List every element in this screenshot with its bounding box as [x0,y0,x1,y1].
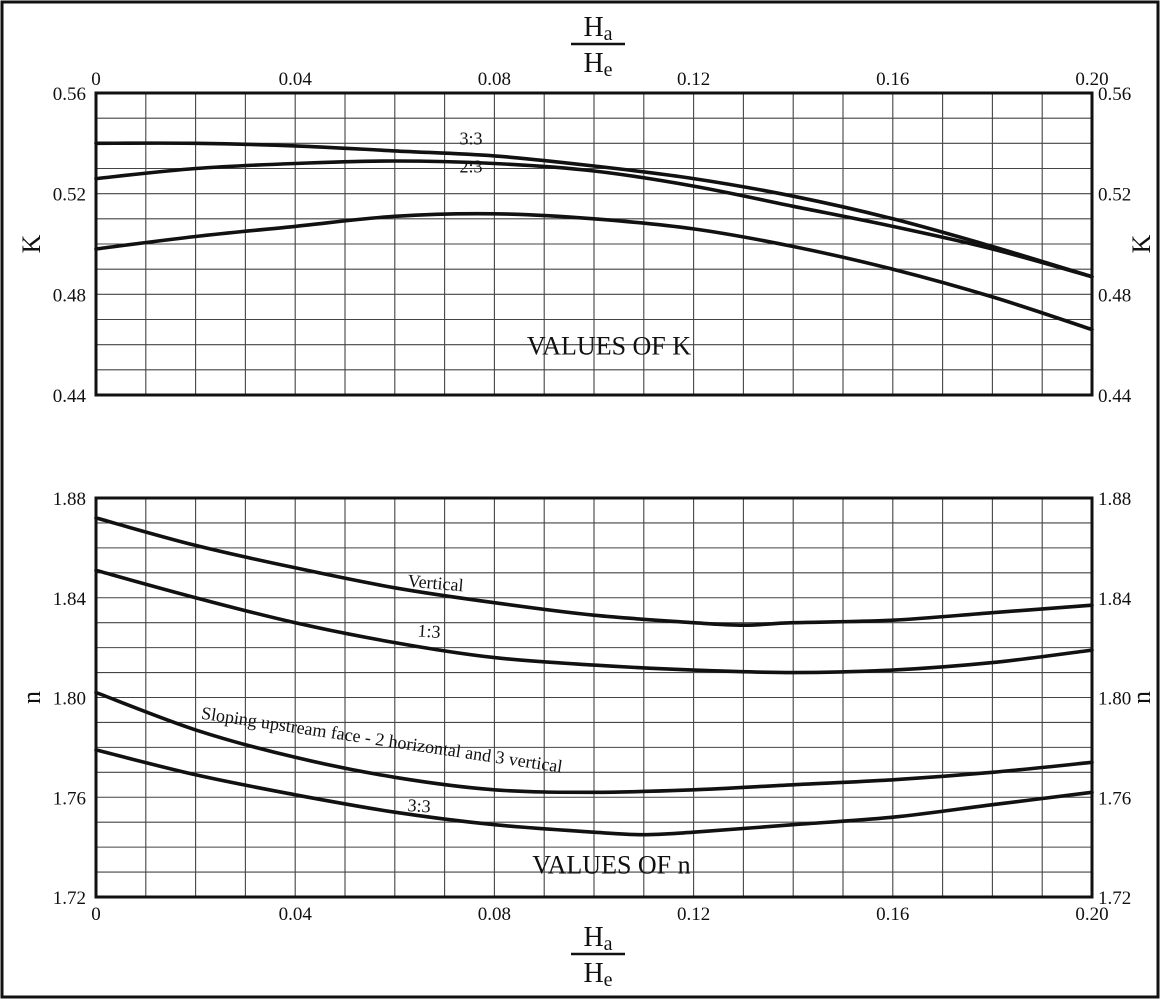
n-x-tick-label: 0.16 [876,904,909,925]
k-y-tick-label-left: 0.56 [53,84,86,105]
k-chart-grid [96,93,1092,395]
k-chart-x-axis-label: Ha He [571,12,625,81]
k-y-tick-label-left: 0.48 [53,285,86,306]
n-y-tick-label-left: 1.84 [53,589,87,610]
k-x-tick-label: 0 [91,69,101,90]
k-series-line-3 [94,211,1094,332]
k-chart-y-tick-labels-right: 0.44 0.48 0.52 0.56 [1098,84,1132,407]
n-y-tick-label-left: 1.88 [53,489,86,510]
n-chart-y-tick-labels-right: 1.72 1.76 1.80 1.84 1.88 [1098,489,1132,909]
n-x-label-numerator: Ha [583,922,612,955]
k-x-num-main: H [583,12,603,43]
k-chart: 0 0.04 0.08 0.12 0.16 0.20 0.44 0.48 0.52 0.56 0… [17,12,1156,407]
k-y-tick-label-left: 0.52 [53,185,86,206]
k-y-tick-label-right: 0.44 [1098,386,1132,407]
n-x-label-denominator: He [583,958,612,991]
n-y-tick-label-right: 1.88 [1098,489,1131,510]
n-y-tick-label-left: 1.80 [53,689,86,710]
k-x-tick-label: 0.04 [279,69,313,90]
k-y-tick-label-right: 0.48 [1098,285,1131,306]
n-series-line-3 [94,690,1094,795]
k-chart-series [94,141,1094,332]
n-x-tick-label: 0 [91,904,101,925]
k-series-label-3-3: 3:3 [460,129,483,149]
k-series-line-2 [94,159,1094,279]
k-chart-frame [94,91,1094,397]
k-x-tick-label: 0.20 [1075,69,1108,90]
k-series-label-2-3: 2:3 [460,156,483,176]
k-y-tick-label-left: 0.44 [53,386,87,407]
k-x-tick-label: 0.08 [478,69,511,90]
n-series-label-vertical: Vertical [407,571,464,596]
k-x-num-sub: a [604,23,613,45]
k-x-den-sub: e [604,59,613,81]
k-x-tick-label: 0.12 [677,69,710,90]
k-series-line-1 [94,141,1094,279]
k-y-tick-label-right: 0.52 [1098,185,1131,206]
k-chart-y-tick-labels-left: 0.44 0.48 0.52 0.56 [53,84,87,407]
n-chart-frame [94,496,1094,899]
k-chart-x-tick-labels: 0 0.04 0.08 0.12 0.16 0.20 [91,69,1108,90]
n-y-tick-label-right: 1.80 [1098,689,1131,710]
n-chart-x-axis-label: Ha He [571,922,625,991]
n-y-tick-label-right: 1.72 [1098,888,1131,909]
k-x-tick-label: 0.16 [876,69,909,90]
n-x-tick-label: 0.08 [478,904,511,925]
n-series-line-1 [94,516,1094,628]
n-chart-y-axis-label-right: n [1127,691,1156,704]
n-x-num-main: H [583,922,603,953]
n-x-num-sub: a [604,933,613,955]
n-y-tick-label-right: 1.76 [1098,788,1131,809]
n-chart-y-tick-labels-left: 1.72 1.76 1.80 1.84 1.88 [53,489,87,909]
n-x-tick-label: 0.12 [677,904,710,925]
n-x-tick-label: 0.04 [279,904,313,925]
n-x-den-main: H [583,958,603,989]
n-x-den-sub: e [604,969,613,991]
k-x-den-main: H [583,48,603,79]
n-y-tick-label-left: 1.72 [53,888,86,909]
n-series-label-3-3: 3:3 [407,795,431,817]
k-chart-y-axis-label-right: K [1127,234,1156,253]
k-chart-y-axis-label-left: K [17,234,46,253]
n-series-line-2 [94,568,1094,675]
n-x-tick-label: 0.20 [1075,904,1108,925]
n-chart-x-tick-labels: 0 0.04 0.08 0.12 0.16 0.20 [91,904,1108,925]
n-chart-y-axis-label-left: n [17,691,46,704]
n-y-tick-label-left: 1.76 [53,788,86,809]
n-series-line-4 [94,748,1094,837]
k-chart-title: VALUES OF K [527,332,691,361]
n-chart-series [94,516,1094,837]
n-chart-title: VALUES OF n [532,850,690,879]
k-x-label-denominator: He [583,48,612,81]
n-series-label-1-3: 1:3 [417,620,441,642]
n-y-tick-label-right: 1.84 [1098,589,1132,610]
k-x-label-numerator: Ha [583,12,612,45]
k-y-tick-label-right: 0.56 [1098,84,1131,105]
